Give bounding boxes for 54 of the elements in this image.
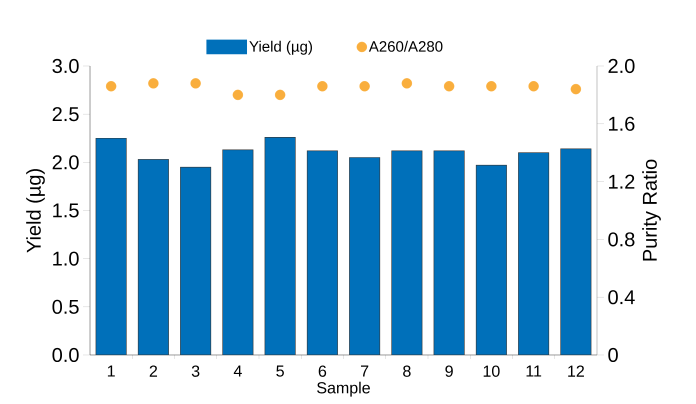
point [317, 81, 328, 92]
bar [96, 138, 127, 355]
x-tick-label: 12 [568, 366, 584, 377]
x-tick-label: 11 [526, 366, 542, 377]
bar [349, 157, 380, 355]
point [148, 78, 159, 89]
y-tick-label: 0.0 [52, 348, 79, 362]
bar [391, 150, 422, 355]
bar [476, 164, 507, 355]
point [232, 90, 244, 100]
x-axis-title: Sample [317, 382, 370, 397]
point [444, 81, 454, 92]
y2-tick-label: 0.4 [608, 290, 635, 304]
bar [180, 166, 212, 355]
x-tick-label: 6 [318, 366, 326, 377]
point [570, 84, 582, 94]
y-tick-label: 3.0 [52, 58, 79, 74]
x-tick-label: 8 [403, 366, 411, 377]
y2-tick-label: 1.6 [609, 116, 634, 131]
point [359, 81, 370, 92]
bar [434, 150, 465, 355]
x-tick-label: 3 [192, 366, 200, 377]
y-tick-label: 2.5 [52, 107, 79, 122]
x-tick-label: 2 [150, 366, 158, 377]
y-tick-label: 0.5 [52, 300, 79, 314]
x-tick-label: 1 [108, 366, 115, 377]
bar [518, 152, 550, 355]
bar [264, 136, 296, 355]
x-tick-label: 4 [234, 366, 242, 377]
x-tick-label: 5 [276, 366, 284, 377]
y2-tick-label: 2.0 [608, 58, 635, 74]
y2-tick-label: 1.2 [609, 174, 634, 189]
bar [138, 159, 169, 355]
legend-label: A260/A280 [368, 40, 442, 52]
point [274, 90, 286, 100]
y-tick-label: 1.0 [53, 252, 79, 266]
point [106, 81, 116, 92]
x-tick-label: 10 [484, 366, 500, 377]
bar [222, 150, 254, 355]
x-tick-label: 9 [445, 366, 453, 377]
legend-label: Yield (µg) [249, 40, 312, 55]
y2-tick-label: 0 [608, 348, 618, 362]
bar [560, 148, 592, 355]
x-tick-label: 7 [360, 366, 368, 377]
point [528, 81, 539, 92]
y-tick-label: 1.5 [53, 204, 79, 218]
bar [306, 150, 338, 355]
y-axis-title: Yield (µg) [26, 169, 45, 253]
y-tick-label: 2.0 [52, 155, 79, 170]
y2-tick-label: 0.8 [608, 232, 634, 246]
point [402, 78, 412, 89]
point [486, 81, 497, 92]
point [190, 78, 201, 89]
y2-axis-title: Purity Ratio [642, 160, 661, 261]
